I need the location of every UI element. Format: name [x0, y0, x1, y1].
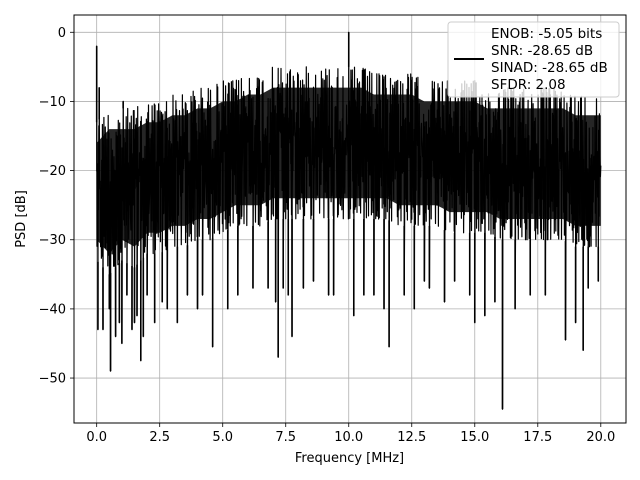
x-tick-label: 7.5: [275, 430, 296, 445]
y-tick-label: −50: [39, 372, 66, 387]
y-axis-label: PSD [dB]: [14, 190, 29, 248]
x-axis-label: Frequency [MHz]: [295, 451, 404, 466]
y-tick-label: −10: [39, 95, 66, 110]
axis-ticks: 0.0 2.5 5.0 7.5 10.0 12.5 15.0 17.5 20.0 0 −10 −20 −…: [39, 26, 616, 445]
y-tick-label: −20: [39, 164, 66, 179]
legend-line-snr: SNR: -28.65 dB: [491, 43, 593, 59]
x-tick-label: 5.0: [212, 430, 233, 445]
y-tick-label: 0: [58, 26, 66, 41]
series-psd: [95, 31, 602, 410]
x-tick-label: 15.0: [460, 430, 489, 445]
x-tick-label: 2.5: [149, 430, 170, 445]
x-tick-label: 10.0: [334, 430, 363, 445]
x-tick-label: 17.5: [523, 430, 552, 445]
legend: ENOB: -5.05 bits SNR: -28.65 dB SINAD: -…: [447, 21, 620, 98]
plot-frame: [73, 14, 627, 424]
legend-line-enob: ENOB: -5.05 bits: [491, 26, 602, 42]
x-tick-label: 20.0: [586, 430, 615, 445]
legend-line-sfdr: SFDR: 2.08: [491, 77, 566, 93]
x-tick-label: 12.5: [397, 430, 426, 445]
legend-box: [447, 21, 620, 98]
psd-noise-band: [96, 87, 601, 254]
y-tick-label: −30: [39, 233, 66, 248]
y-tick-label: −40: [39, 302, 66, 317]
legend-line-sinad: SINAD: -28.65 dB: [491, 60, 608, 76]
x-tick-label: 0.0: [86, 430, 107, 445]
